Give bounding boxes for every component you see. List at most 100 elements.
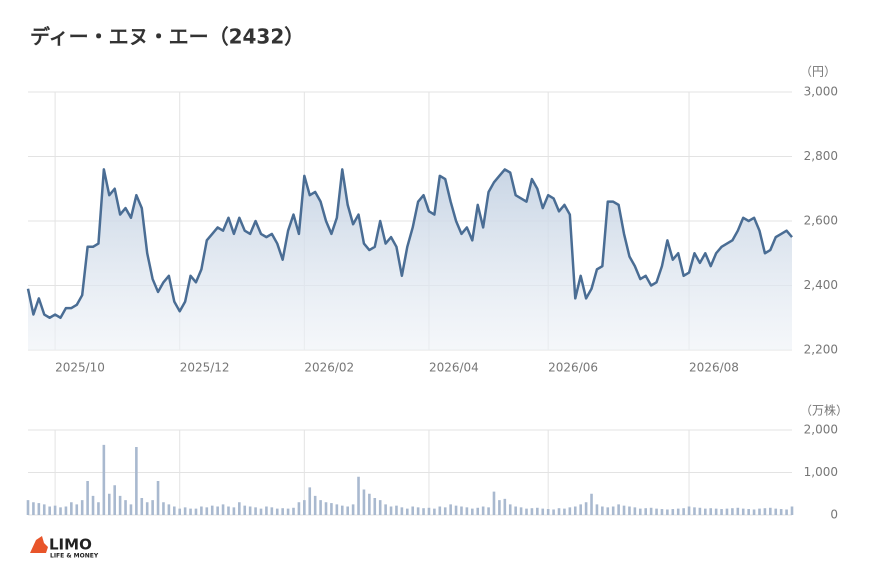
volume-bar <box>774 508 778 515</box>
volume-bar <box>498 500 501 515</box>
volume-bar <box>443 507 447 515</box>
x-tick-label: 2025/10 <box>55 361 105 375</box>
y-tick-label: 1,000 <box>804 465 838 479</box>
volume-bar <box>395 505 398 515</box>
volume-bar <box>37 503 41 515</box>
volume-bar <box>194 508 198 515</box>
volume-bar <box>519 507 523 515</box>
volume-bar <box>568 507 572 515</box>
volume-bar <box>687 506 691 515</box>
logo-icon <box>30 536 48 553</box>
volume-bar <box>508 504 512 515</box>
volume-bar <box>172 506 176 515</box>
volume-bar <box>183 507 187 515</box>
volume-bar <box>590 493 593 515</box>
y-tick-label: 2,000 <box>804 423 838 437</box>
volume-bar <box>709 508 713 515</box>
volume-bar <box>698 507 702 515</box>
volume-bar <box>503 498 507 515</box>
volume-bar <box>232 507 236 515</box>
volume-bar <box>70 502 73 515</box>
volume-bar <box>536 507 539 515</box>
x-tick-label: 2026/02 <box>304 361 354 375</box>
volume-bar <box>416 507 420 515</box>
volume-bar <box>487 507 490 515</box>
volume-bar <box>704 508 707 515</box>
volume-bar <box>210 505 214 515</box>
volume-bar <box>216 506 219 515</box>
volume-bar <box>747 509 750 515</box>
volume-bar <box>346 506 349 515</box>
volume-bar <box>362 489 366 515</box>
price-unit: （円） <box>800 65 836 79</box>
volume-bar <box>59 507 62 515</box>
volume-bar <box>292 507 295 515</box>
volume-bar <box>64 506 68 515</box>
volume-bar <box>265 506 268 515</box>
volume-bar <box>671 509 675 515</box>
volume-bar <box>758 508 761 515</box>
volume-bar <box>422 508 425 515</box>
price-area <box>28 169 792 350</box>
volume-bar <box>476 507 480 515</box>
volume-bar <box>741 508 745 515</box>
x-tick-label: 2026/04 <box>429 361 479 375</box>
volume-bar <box>601 506 604 515</box>
volume-bar <box>438 506 442 515</box>
volume-bar <box>731 508 734 515</box>
volume-bar <box>525 508 528 515</box>
volume-bar <box>676 508 680 515</box>
volume-bar <box>368 493 371 515</box>
volume-bar <box>319 500 322 515</box>
volume-bar <box>303 500 306 515</box>
volume-bar <box>107 493 111 515</box>
volume-bar <box>189 508 192 515</box>
volume-bar <box>405 508 409 515</box>
volume-bar <box>400 507 404 515</box>
volume-bar <box>579 504 582 515</box>
volume-bar <box>752 509 756 515</box>
volume-bar <box>281 508 284 515</box>
volume-bar <box>97 502 100 515</box>
volume-bar <box>145 502 149 515</box>
y-tick-label: 3,000 <box>804 85 838 99</box>
volume-bar <box>205 507 209 515</box>
volume-bar <box>606 507 610 515</box>
volume-bar <box>243 505 247 515</box>
volume-bar <box>162 502 165 515</box>
volume-bar <box>644 508 648 515</box>
volume-bar <box>465 507 469 515</box>
volume-bar <box>32 502 35 515</box>
volume-bar <box>118 495 122 515</box>
volume-bar <box>460 506 463 515</box>
y-tick-label: 0 <box>830 508 838 522</box>
volume-bar <box>129 504 133 515</box>
volume-bar <box>378 500 382 515</box>
volume-bar <box>389 506 393 515</box>
volume-bar <box>275 508 279 515</box>
volume-bar <box>270 507 274 515</box>
volume-bar <box>178 508 182 515</box>
volume-bar <box>411 506 415 515</box>
volume-bar <box>595 504 599 515</box>
volume-bar <box>42 504 46 515</box>
volume-bar <box>384 504 387 515</box>
volume-bar <box>124 500 127 515</box>
volume-bar <box>769 507 772 515</box>
volume-bar <box>655 508 658 515</box>
volume-bar <box>75 504 79 515</box>
volume-bar <box>546 509 550 515</box>
volume-bar <box>26 500 30 515</box>
volume-bar <box>53 505 57 515</box>
volume-bar <box>48 506 51 515</box>
volume-bar <box>736 507 740 515</box>
volume-bar <box>308 487 312 515</box>
volume-bar <box>633 507 637 515</box>
volume-bar <box>433 508 436 515</box>
volume-bar <box>91 495 95 515</box>
volume-bar <box>725 508 729 515</box>
volume-bar <box>140 498 144 515</box>
volume-bar <box>227 506 230 515</box>
volume-bar <box>557 508 561 515</box>
volume-bar <box>785 509 788 515</box>
